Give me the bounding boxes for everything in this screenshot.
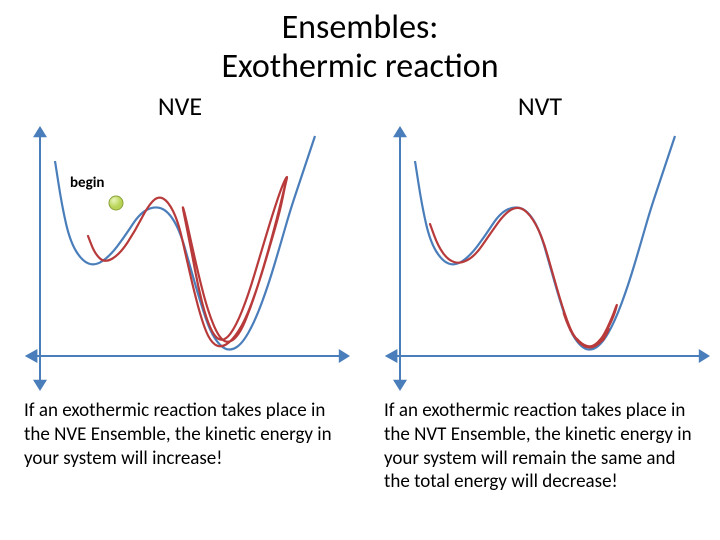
chart-nvt-svg xyxy=(370,126,710,391)
captions-row: If an exothermic reaction takes place in… xyxy=(0,393,720,494)
chart-nve: begin xyxy=(10,126,350,391)
panel-nve: NVE begin xyxy=(10,90,350,391)
begin-label: begin xyxy=(70,174,104,192)
chart-nve-svg xyxy=(10,126,350,391)
panel-nve-label: NVE xyxy=(158,90,202,122)
page-title: Ensembles: Exothermic reaction xyxy=(0,0,720,86)
title-line-2: Exothermic reaction xyxy=(0,47,720,86)
title-line-1: Ensembles: xyxy=(0,8,720,47)
chart-nvt xyxy=(370,126,710,391)
panel-nvt: NVT xyxy=(370,90,710,391)
panel-nvt-label: NVT xyxy=(518,90,562,122)
panels-row: NVE begin NVT xyxy=(0,90,720,391)
caption-nvt: If an exothermic reaction takes place in… xyxy=(370,393,710,494)
caption-nve: If an exothermic reaction takes place in… xyxy=(10,393,350,494)
